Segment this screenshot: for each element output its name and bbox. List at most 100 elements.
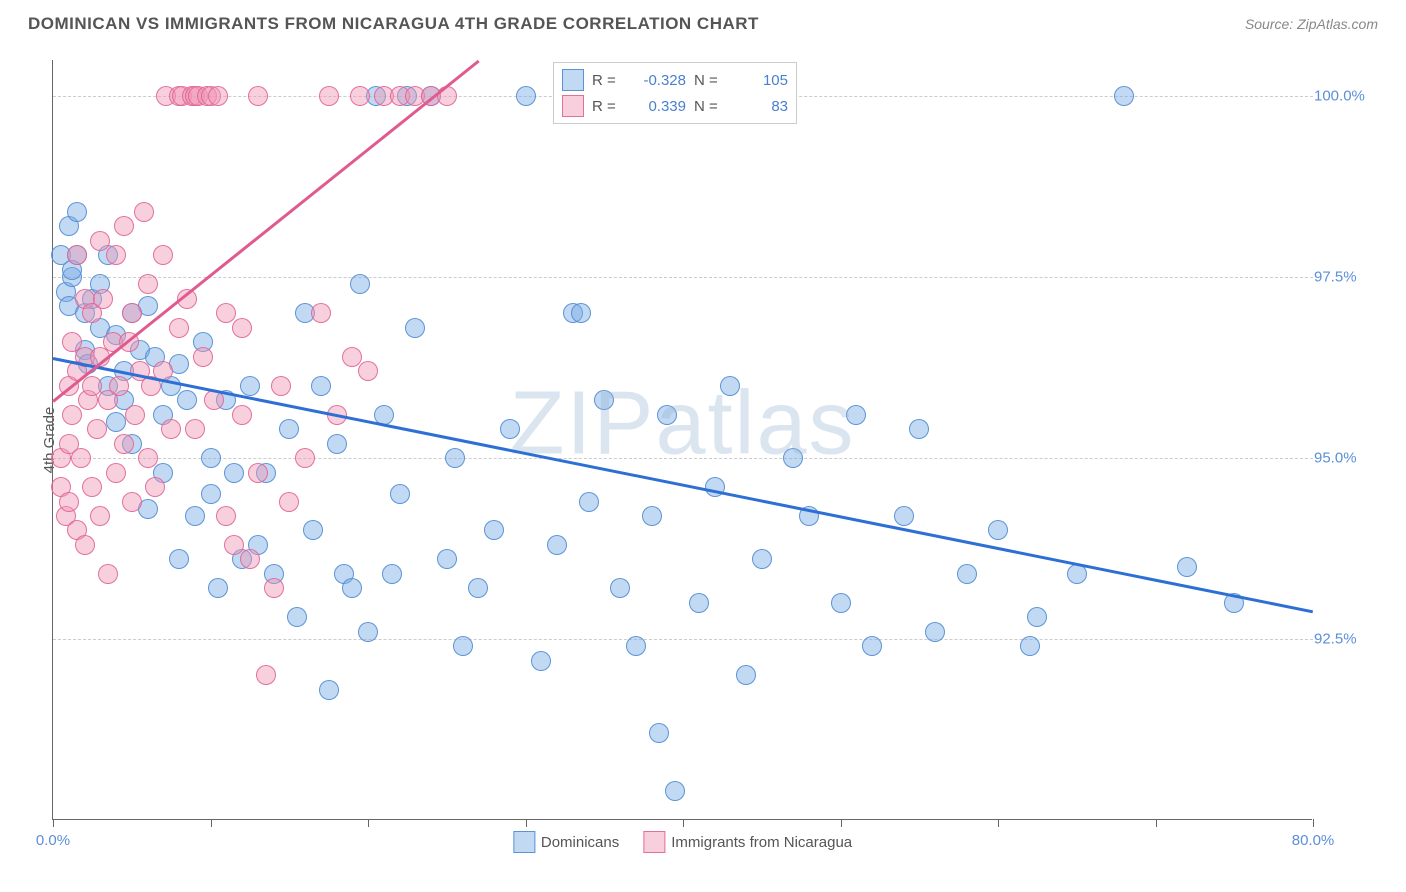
- scatter-point: [106, 463, 126, 483]
- scatter-point: [59, 492, 79, 512]
- scatter-point: [256, 665, 276, 685]
- scatter-point: [62, 405, 82, 425]
- scatter-point: [453, 636, 473, 656]
- gridline: [53, 639, 1313, 640]
- scatter-point: [445, 448, 465, 468]
- scatter-point: [208, 578, 228, 598]
- scatter-point: [437, 549, 457, 569]
- scatter-point: [327, 434, 347, 454]
- scatter-point: [295, 448, 315, 468]
- scatter-point: [358, 622, 378, 642]
- scatter-point: [665, 781, 685, 801]
- x-tick: [998, 819, 999, 827]
- r-value-dominicans: -0.328: [630, 72, 686, 89]
- scatter-point: [248, 463, 268, 483]
- scatter-point: [75, 535, 95, 555]
- scatter-point: [350, 86, 370, 106]
- plot-area: ZIPatlas R = -0.328 N = 105 R = 0.339 N …: [52, 60, 1312, 820]
- scatter-point: [319, 680, 339, 700]
- scatter-point: [248, 86, 268, 106]
- n-value-dominicans: 105: [732, 72, 788, 89]
- scatter-point: [216, 303, 236, 323]
- scatter-point: [311, 303, 331, 323]
- scatter-point: [846, 405, 866, 425]
- scatter-point: [169, 549, 189, 569]
- scatter-point: [208, 86, 228, 106]
- legend-row-nicaragua: R = 0.339 N = 83: [562, 93, 788, 119]
- series-legend: Dominicans Immigrants from Nicaragua: [513, 831, 852, 853]
- scatter-point: [752, 549, 772, 569]
- scatter-point: [516, 86, 536, 106]
- chart-header: DOMINICAN VS IMMIGRANTS FROM NICARAGUA 4…: [0, 0, 1406, 42]
- scatter-point: [571, 303, 591, 323]
- source-attribution: Source: ZipAtlas.com: [1245, 16, 1378, 32]
- scatter-point: [279, 492, 299, 512]
- x-tick: [1156, 819, 1157, 827]
- scatter-point: [90, 231, 110, 251]
- scatter-point: [831, 593, 851, 613]
- scatter-point: [224, 463, 244, 483]
- scatter-point: [594, 390, 614, 410]
- scatter-point: [925, 622, 945, 642]
- scatter-point: [319, 86, 339, 106]
- x-tick: [368, 819, 369, 827]
- scatter-point: [279, 419, 299, 439]
- legend-item-dominicans: Dominicans: [513, 831, 619, 853]
- scatter-point: [90, 506, 110, 526]
- x-tick: [841, 819, 842, 827]
- scatter-point: [177, 390, 197, 410]
- scatter-point: [579, 492, 599, 512]
- scatter-point: [390, 484, 410, 504]
- scatter-point: [689, 593, 709, 613]
- scatter-point: [122, 492, 142, 512]
- n-value-nicaragua: 83: [732, 98, 788, 115]
- x-tick-label: 80.0%: [1292, 832, 1335, 849]
- scatter-point: [271, 376, 291, 396]
- x-tick: [526, 819, 527, 827]
- scatter-point: [67, 245, 87, 265]
- scatter-point: [610, 578, 630, 598]
- scatter-point: [1027, 607, 1047, 627]
- x-tick: [1313, 819, 1314, 827]
- r-value-nicaragua: 0.339: [630, 98, 686, 115]
- legend-swatch-nicaragua: [562, 95, 584, 117]
- x-tick-label: 0.0%: [36, 832, 70, 849]
- scatter-point: [114, 434, 134, 454]
- legend-swatch-dominicans: [562, 69, 584, 91]
- scatter-point: [98, 564, 118, 584]
- scatter-point: [649, 723, 669, 743]
- scatter-point: [161, 419, 181, 439]
- scatter-point: [93, 289, 113, 309]
- scatter-point: [342, 347, 362, 367]
- scatter-point: [957, 564, 977, 584]
- legend-label: Immigrants from Nicaragua: [671, 834, 852, 851]
- y-tick-label: 92.5%: [1314, 631, 1394, 648]
- scatter-point: [500, 419, 520, 439]
- scatter-point: [114, 216, 134, 236]
- scatter-point: [988, 520, 1008, 540]
- scatter-point: [287, 607, 307, 627]
- scatter-point: [909, 419, 929, 439]
- x-tick: [53, 819, 54, 827]
- scatter-point: [358, 361, 378, 381]
- scatter-point: [736, 665, 756, 685]
- scatter-point: [1020, 636, 1040, 656]
- scatter-point: [232, 405, 252, 425]
- scatter-point: [169, 318, 189, 338]
- scatter-point: [185, 419, 205, 439]
- gridline: [53, 458, 1313, 459]
- scatter-point: [193, 347, 213, 367]
- legend-swatch-icon: [513, 831, 535, 853]
- scatter-point: [106, 245, 126, 265]
- gridline: [53, 277, 1313, 278]
- x-tick: [683, 819, 684, 827]
- scatter-point: [720, 376, 740, 396]
- scatter-point: [862, 636, 882, 656]
- scatter-point: [468, 578, 488, 598]
- scatter-point: [106, 412, 126, 432]
- scatter-point: [531, 651, 551, 671]
- legend-row-dominicans: R = -0.328 N = 105: [562, 67, 788, 93]
- scatter-point: [67, 202, 87, 222]
- scatter-point: [311, 376, 331, 396]
- regression-line: [53, 357, 1313, 613]
